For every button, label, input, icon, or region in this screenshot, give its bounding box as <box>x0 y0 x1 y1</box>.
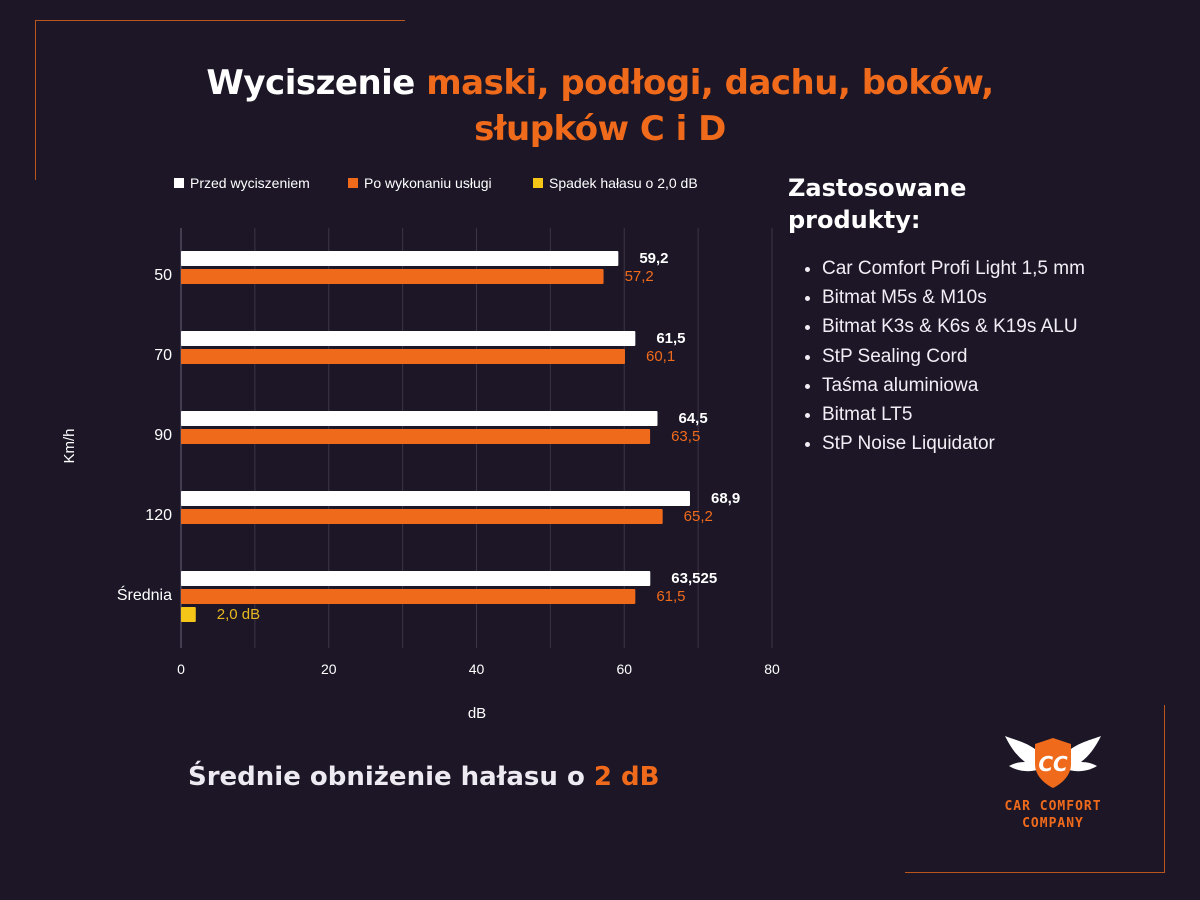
summary-lead: Średnie obniżenie hałasu o <box>188 762 594 792</box>
category-label: 120 <box>145 507 172 524</box>
title-accent-line2: słupków C i D <box>474 109 726 149</box>
logo-monogram: CC <box>1038 752 1068 776</box>
data-label: 2,0 dB <box>217 606 260 623</box>
bar <box>181 491 690 506</box>
bar-chart: 0 20 40 60 80 dB Km/h Przed wyciszeniem Po wykon… <box>61 175 780 722</box>
bar <box>181 251 619 266</box>
product-item: Bitmat K3s & K6s & K19s ALU <box>822 312 1178 341</box>
data-label: 60,1 <box>646 348 675 365</box>
data-label: 65,2 <box>684 508 713 525</box>
data-label: 68,9 <box>711 490 740 507</box>
legend-label: Po wykonaniu usługi <box>364 175 492 191</box>
category-label: 50 <box>154 267 172 284</box>
frame-right-line <box>1164 705 1165 873</box>
products-heading: Zastosowane produkty: <box>788 174 967 234</box>
frame-left-line <box>35 20 36 180</box>
data-label: 61,5 <box>656 330 685 347</box>
title-lead: Wyciszenie <box>206 63 427 103</box>
products-list: Car Comfort Profi Light 1,5 mm Bitmat M5… <box>788 254 1178 458</box>
data-label: 63,5 <box>671 428 700 445</box>
product-item: StP Noise Liquidator <box>822 429 1178 458</box>
category-label: 90 <box>154 427 172 444</box>
x-tick-label: 60 <box>616 661 632 677</box>
category-label: Średnia <box>117 585 172 604</box>
bar <box>181 607 196 622</box>
bar <box>181 589 636 604</box>
frame-bottom-line <box>905 872 1165 873</box>
summary-accent: 2 dB <box>593 762 660 792</box>
bar <box>181 269 604 284</box>
legend-swatch <box>348 178 358 188</box>
data-label: 59,2 <box>639 250 668 267</box>
product-item: Bitmat M5s & M10s <box>822 283 1178 312</box>
product-item: Bitmat LT5 <box>822 400 1178 429</box>
bar <box>181 349 625 364</box>
data-label: 57,2 <box>625 268 654 285</box>
x-tick-label: 40 <box>469 661 485 677</box>
logo-line2: COMPANY <box>1022 816 1084 831</box>
data-label: 63,525 <box>671 570 717 587</box>
product-item: StP Sealing Cord <box>822 342 1178 371</box>
category-label: 70 <box>154 347 172 364</box>
x-tick-label: 80 <box>764 661 780 677</box>
bar <box>181 509 663 524</box>
summary-text: Średnie obniżenie hałasu o 2 dB <box>188 762 659 792</box>
bar <box>181 411 658 426</box>
x-axis-title: dB <box>468 705 486 722</box>
logo-line1: CAR COMFORT <box>1004 799 1102 814</box>
title-accent-line1: maski, podłogi, dachu, boków, <box>426 63 994 103</box>
products-panel: Zastosowane produkty: Car Comfort Profi … <box>788 172 1178 458</box>
winged-shield-icon: CC <box>1005 736 1101 788</box>
bar <box>181 571 651 586</box>
page-title: Wyciszenie maski, podłogi, dachu, boków,… <box>0 60 1200 152</box>
product-item: Car Comfort Profi Light 1,5 mm <box>822 254 1178 283</box>
legend-label: Spadek hałasu o 2,0 dB <box>549 175 698 191</box>
legend-swatch <box>174 178 184 188</box>
legend-swatch <box>533 178 543 188</box>
x-tick-label: 20 <box>321 661 337 677</box>
data-label: 64,5 <box>678 410 707 427</box>
y-axis-title: Km/h <box>61 428 78 463</box>
bar <box>181 331 636 346</box>
legend-label: Przed wyciszeniem <box>190 175 310 191</box>
company-logo: CC CAR COMFORT COMPANY <box>968 732 1138 832</box>
frame-top-line <box>35 20 405 21</box>
product-item: Taśma aluminiowa <box>822 371 1178 400</box>
x-tick-label: 0 <box>177 661 185 677</box>
data-label: 61,5 <box>656 588 685 605</box>
bar <box>181 429 651 444</box>
